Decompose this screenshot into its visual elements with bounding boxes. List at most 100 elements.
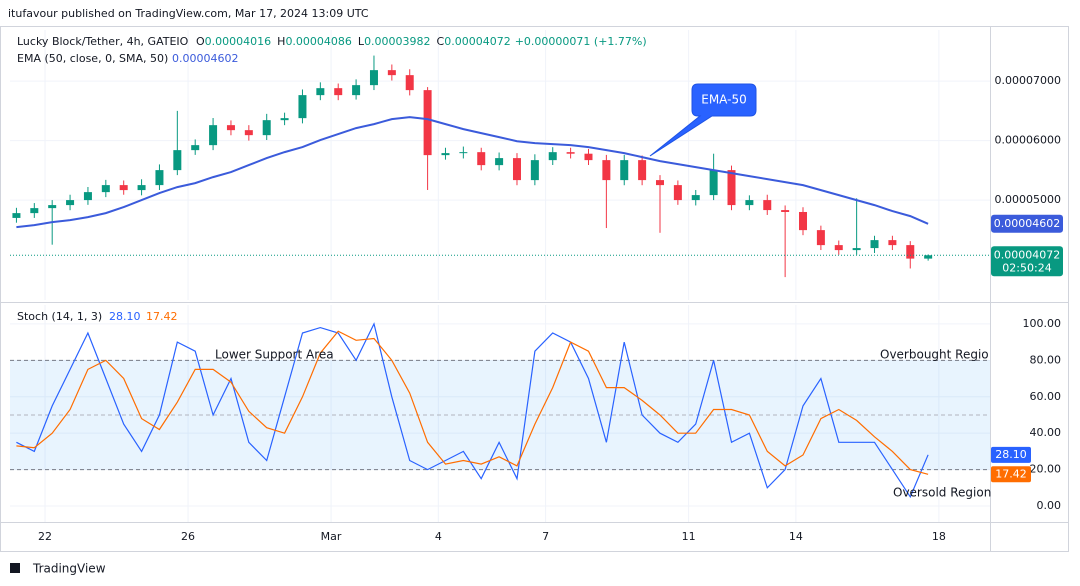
candle-body: [566, 152, 575, 154]
y-tick-label: 100.00: [1023, 317, 1062, 330]
candle-body: [816, 230, 825, 246]
candle-body: [316, 88, 325, 96]
ohlc-key: L: [358, 35, 365, 48]
candle-body: [119, 185, 128, 191]
countdown: 02:50:24: [1002, 261, 1051, 274]
candle-body: [799, 211, 808, 231]
x-tick-label: 22: [38, 530, 52, 543]
legend-ohlc: O0.00004016 H0.00004086 L0.00003982 C0.0000…: [196, 35, 647, 48]
candle-body: [638, 160, 647, 181]
candle-body: [834, 245, 843, 251]
ema-line: [16, 116, 929, 229]
candle-body: [262, 120, 271, 136]
brand: TradingView: [10, 562, 106, 576]
candle-body: [48, 205, 57, 209]
candle-body: [495, 158, 504, 166]
ema-price-label: 0.00004602: [994, 217, 1060, 230]
candle-body: [745, 200, 754, 206]
y-tick-label: 80.00: [1030, 353, 1062, 366]
candle-body: [602, 160, 611, 181]
legend-symbol: Lucky Block/Tether, 4h, GATEIO: [17, 35, 189, 48]
ohlc-key: O: [196, 35, 205, 48]
candle-body: [459, 152, 468, 154]
candle-body: [298, 95, 307, 119]
y-tick-label: 40.00: [1030, 426, 1062, 439]
candle-body: [781, 210, 790, 212]
candle-body: [155, 170, 164, 186]
y-tick-label: 0.00005000: [995, 193, 1061, 206]
ohlc-value: 0.00004072: [444, 35, 510, 48]
brand-logo: [10, 563, 20, 573]
candle-body: [870, 240, 879, 249]
ohlc-change: +0.00000071 (+1.77%): [515, 35, 647, 48]
y-tick-label: 60.00: [1030, 390, 1062, 403]
candle-body: [12, 213, 21, 218]
x-tick-label: 18: [932, 530, 946, 543]
x-tick-label: 7: [542, 530, 549, 543]
candle-body: [655, 180, 664, 186]
annotation: Overbought Regio: [880, 348, 989, 362]
x-tick-label: 4: [435, 530, 442, 543]
legend-stoch: Stoch (14, 1, 3): [17, 310, 102, 323]
candle-body: [691, 195, 700, 201]
candle-body: [387, 70, 396, 76]
ohlc-value: 0.00004086: [285, 35, 351, 48]
published: itufavour published on TradingView.com, …: [8, 7, 369, 20]
ohlc-key: C: [437, 35, 445, 48]
candle-body: [673, 185, 682, 201]
plot-layer: 22 26 Mar 4 7 11 14 180.000050000.000060000.000…: [10, 30, 1063, 543]
ema-callout: EMA-50: [649, 83, 757, 157]
candle-body: [191, 145, 200, 151]
candle-body: [30, 208, 39, 214]
frame: [0, 26, 1069, 552]
x-tick-label: 26: [181, 530, 195, 543]
candle-body: [83, 192, 92, 201]
candle-body: [906, 245, 915, 259]
annotation: Lower Support Area: [215, 348, 334, 362]
candle-body: [209, 125, 218, 146]
candle-body: [763, 200, 772, 211]
candle-body: [709, 170, 718, 196]
candle-body: [334, 88, 343, 96]
y-tick-label: 0.00006000: [995, 134, 1061, 147]
candle-body: [369, 70, 378, 86]
candle-body: [441, 153, 450, 156]
last-price-label: 0.00004072: [994, 248, 1060, 261]
ohlc-key: H: [277, 35, 285, 48]
candle-body: [173, 150, 182, 171]
candle-body: [244, 130, 253, 136]
candle-body: [137, 185, 146, 191]
stoch-value-label: 17.42: [995, 467, 1027, 480]
candle-body: [405, 75, 414, 91]
ema-price-box: [991, 214, 1063, 233]
candle-body: [423, 90, 432, 156]
legend-stoch-k: 28.10: [109, 310, 141, 323]
candle-body: [924, 255, 933, 259]
y-tick-label: 20.00: [1030, 463, 1062, 476]
candle-body: [66, 200, 75, 206]
y-tick-label: 0.00007000: [995, 74, 1061, 87]
candle-body: [584, 153, 593, 161]
candle-body: [548, 152, 557, 161]
x-tick-label: Mar: [321, 530, 342, 543]
candle-body: [530, 160, 539, 181]
candle-body: [352, 85, 361, 96]
candle-body: [280, 118, 289, 121]
annotation: Oversold Region: [893, 486, 991, 500]
x-tick-label: 11: [682, 530, 696, 543]
last-price-box: [991, 246, 1063, 277]
stoch-value-box: [991, 466, 1031, 483]
candle-body: [727, 170, 736, 206]
candle-body: [888, 240, 897, 246]
stoch-value-box: [991, 446, 1031, 463]
candle-body: [512, 158, 521, 181]
candle-body: [477, 152, 486, 166]
legend-ema-value: 0.00004602: [172, 52, 238, 65]
ohlc-value: 0.00003982: [364, 35, 430, 48]
callout-shape: [649, 83, 757, 157]
candle-body: [620, 160, 629, 181]
stoch-line: [16, 322, 929, 499]
callout-text: EMA-50: [701, 93, 746, 107]
